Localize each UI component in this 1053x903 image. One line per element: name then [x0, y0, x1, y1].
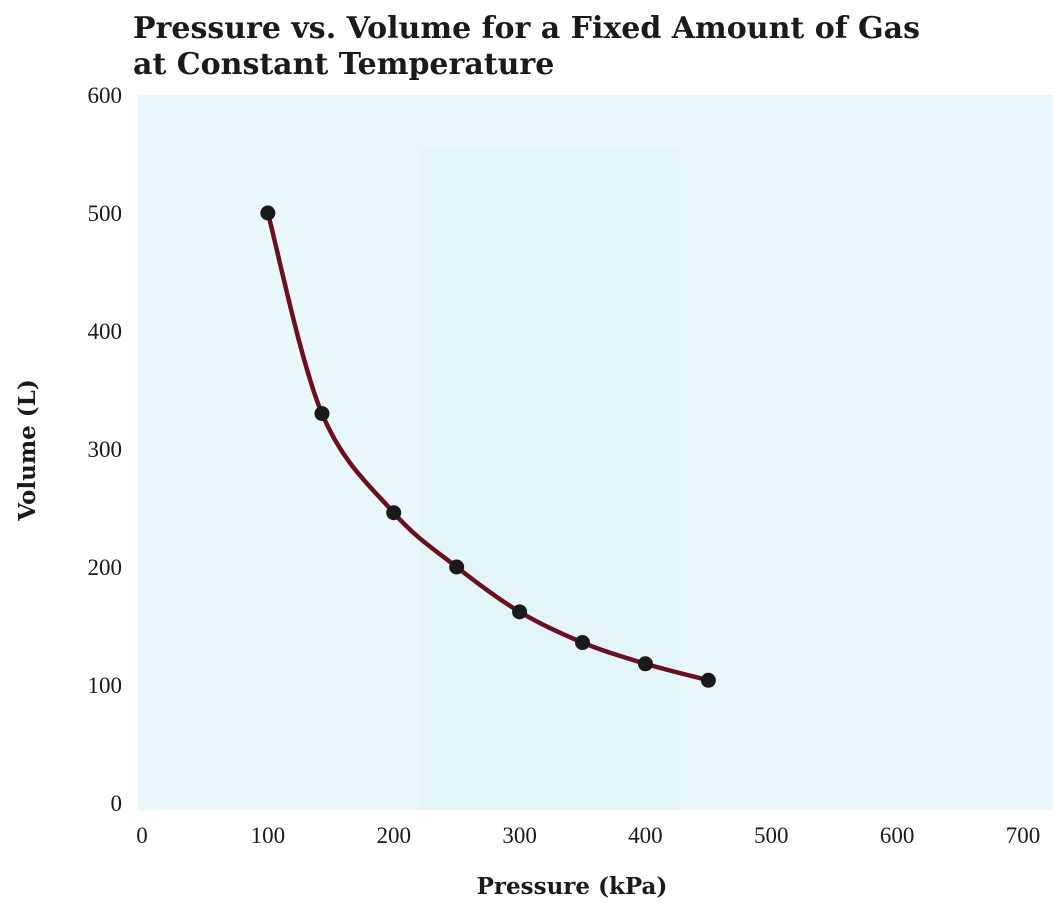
data-point [449, 559, 465, 575]
y-tick-label: 500 [88, 201, 123, 226]
x-tick-label: 600 [880, 823, 915, 848]
data-point [314, 406, 330, 422]
x-tick-label: 700 [1006, 823, 1041, 848]
x-tick-label: 0 [136, 823, 148, 848]
y-tick-labels: 0 100 200 300 400 500 600 [88, 83, 123, 816]
y-tick-label: 400 [88, 319, 123, 344]
x-tick-label: 500 [754, 823, 789, 848]
y-axis-label: Volume (L) [14, 379, 41, 521]
data-point [700, 672, 716, 688]
data-point [386, 505, 402, 521]
y-tick-label: 300 [88, 437, 123, 462]
x-tick-label: 400 [628, 823, 663, 848]
x-tick-labels: 0 100 200 300 400 500 600 700 [136, 823, 1040, 848]
y-tick-label: 100 [88, 673, 123, 698]
x-tick-label: 300 [502, 823, 537, 848]
chart-title-line-1: Pressure vs. Volume for a Fixed Amount o… [133, 11, 920, 46]
x-tick-label: 200 [376, 823, 411, 848]
series-points [260, 205, 716, 688]
chart-title-line-2: at Constant Temperature [133, 47, 554, 82]
data-point [637, 656, 653, 672]
x-axis-label: Pressure (kPa) [477, 873, 668, 900]
x-tick-label: 100 [251, 823, 286, 848]
y-tick-label: 600 [88, 83, 123, 108]
data-point [575, 635, 590, 651]
data-point [260, 205, 276, 221]
plot-background-band [420, 150, 680, 810]
y-tick-label: 200 [88, 555, 123, 580]
data-point [512, 604, 528, 620]
y-tick-label: 0 [111, 791, 123, 816]
